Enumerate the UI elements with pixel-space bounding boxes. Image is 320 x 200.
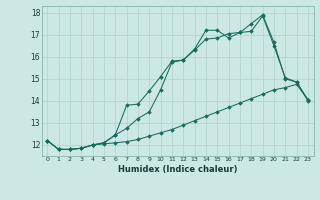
X-axis label: Humidex (Indice chaleur): Humidex (Indice chaleur): [118, 165, 237, 174]
